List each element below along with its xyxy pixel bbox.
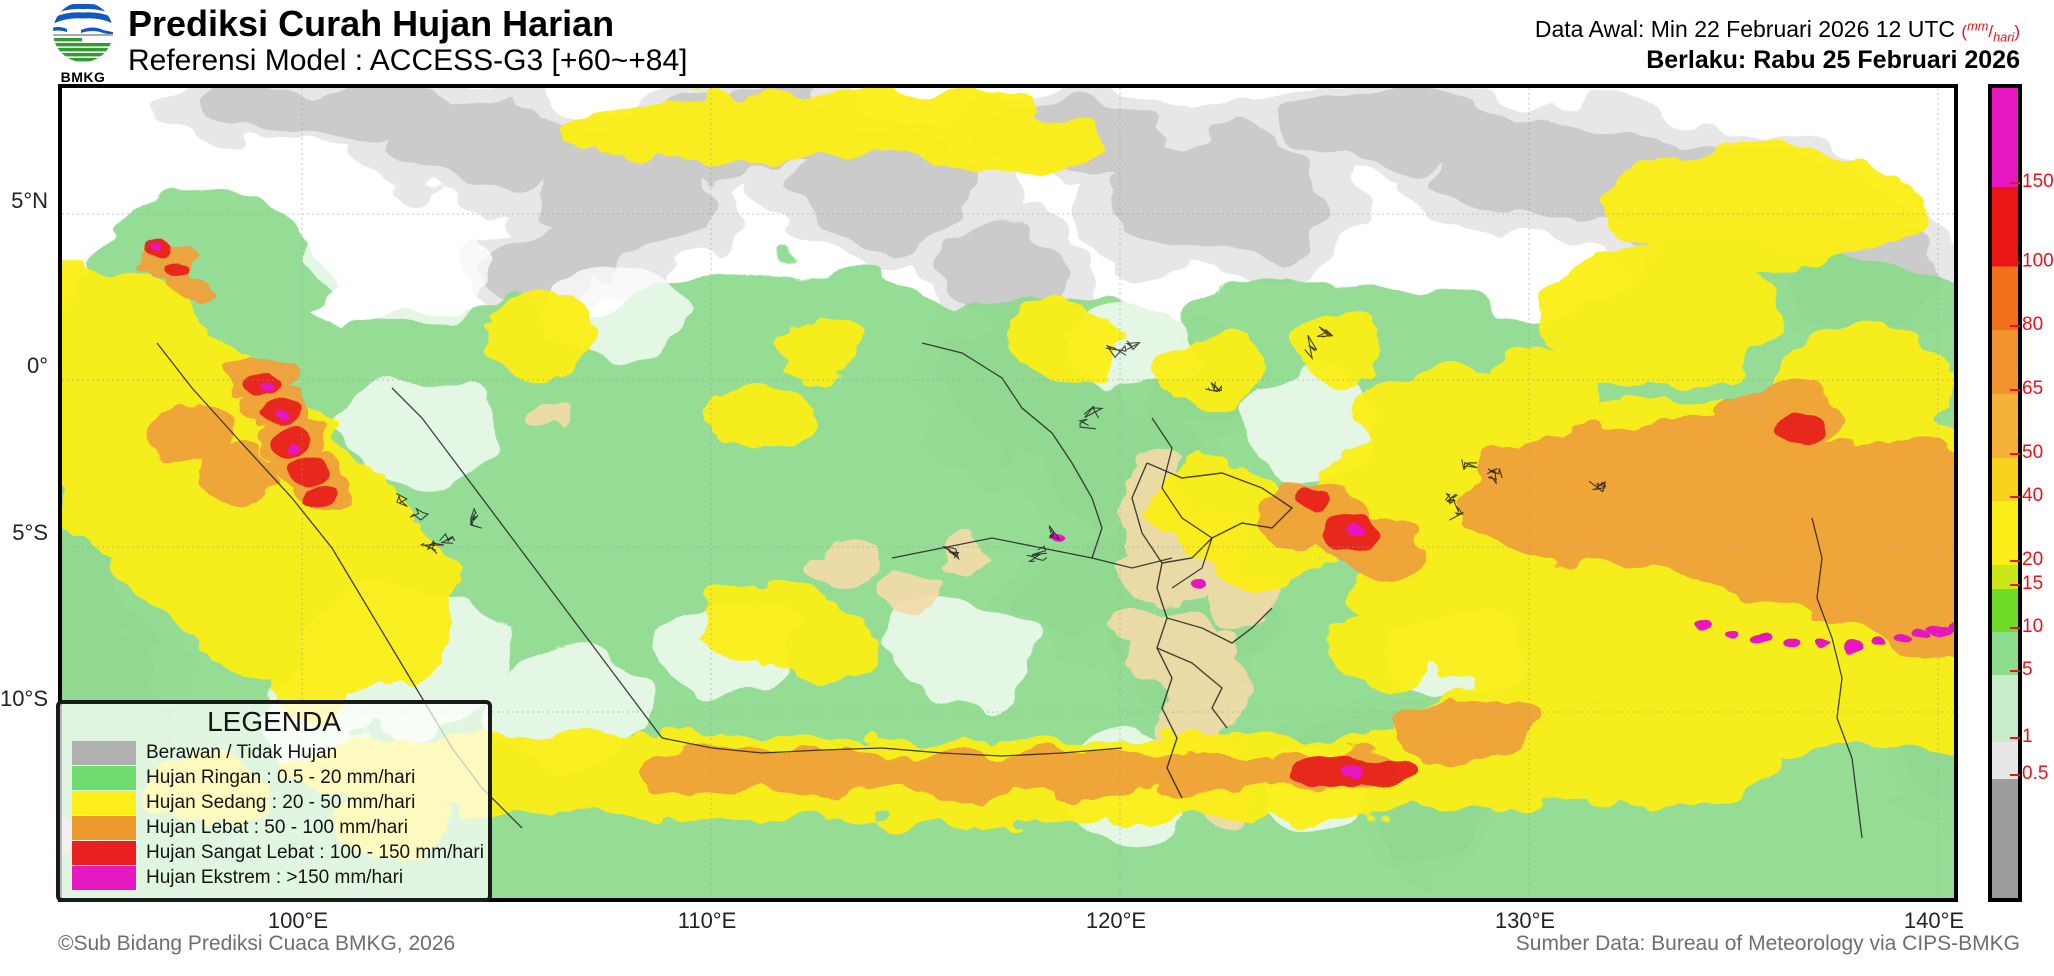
svg-text:100: 100 <box>2022 251 2054 272</box>
svg-text:150: 150 <box>2022 171 2054 192</box>
svg-text:65: 65 <box>2022 378 2043 399</box>
svg-text:10: 10 <box>2022 616 2043 637</box>
svg-text:15: 15 <box>2022 573 2043 594</box>
svg-text:80: 80 <box>2022 314 2043 335</box>
svg-text:5: 5 <box>2022 659 2033 680</box>
svg-text:40: 40 <box>2022 485 2043 506</box>
svg-text:0.5: 0.5 <box>2022 763 2048 784</box>
svg-text:1: 1 <box>2022 726 2033 747</box>
svg-text:20: 20 <box>2022 549 2043 570</box>
svg-text:50: 50 <box>2022 442 2043 463</box>
